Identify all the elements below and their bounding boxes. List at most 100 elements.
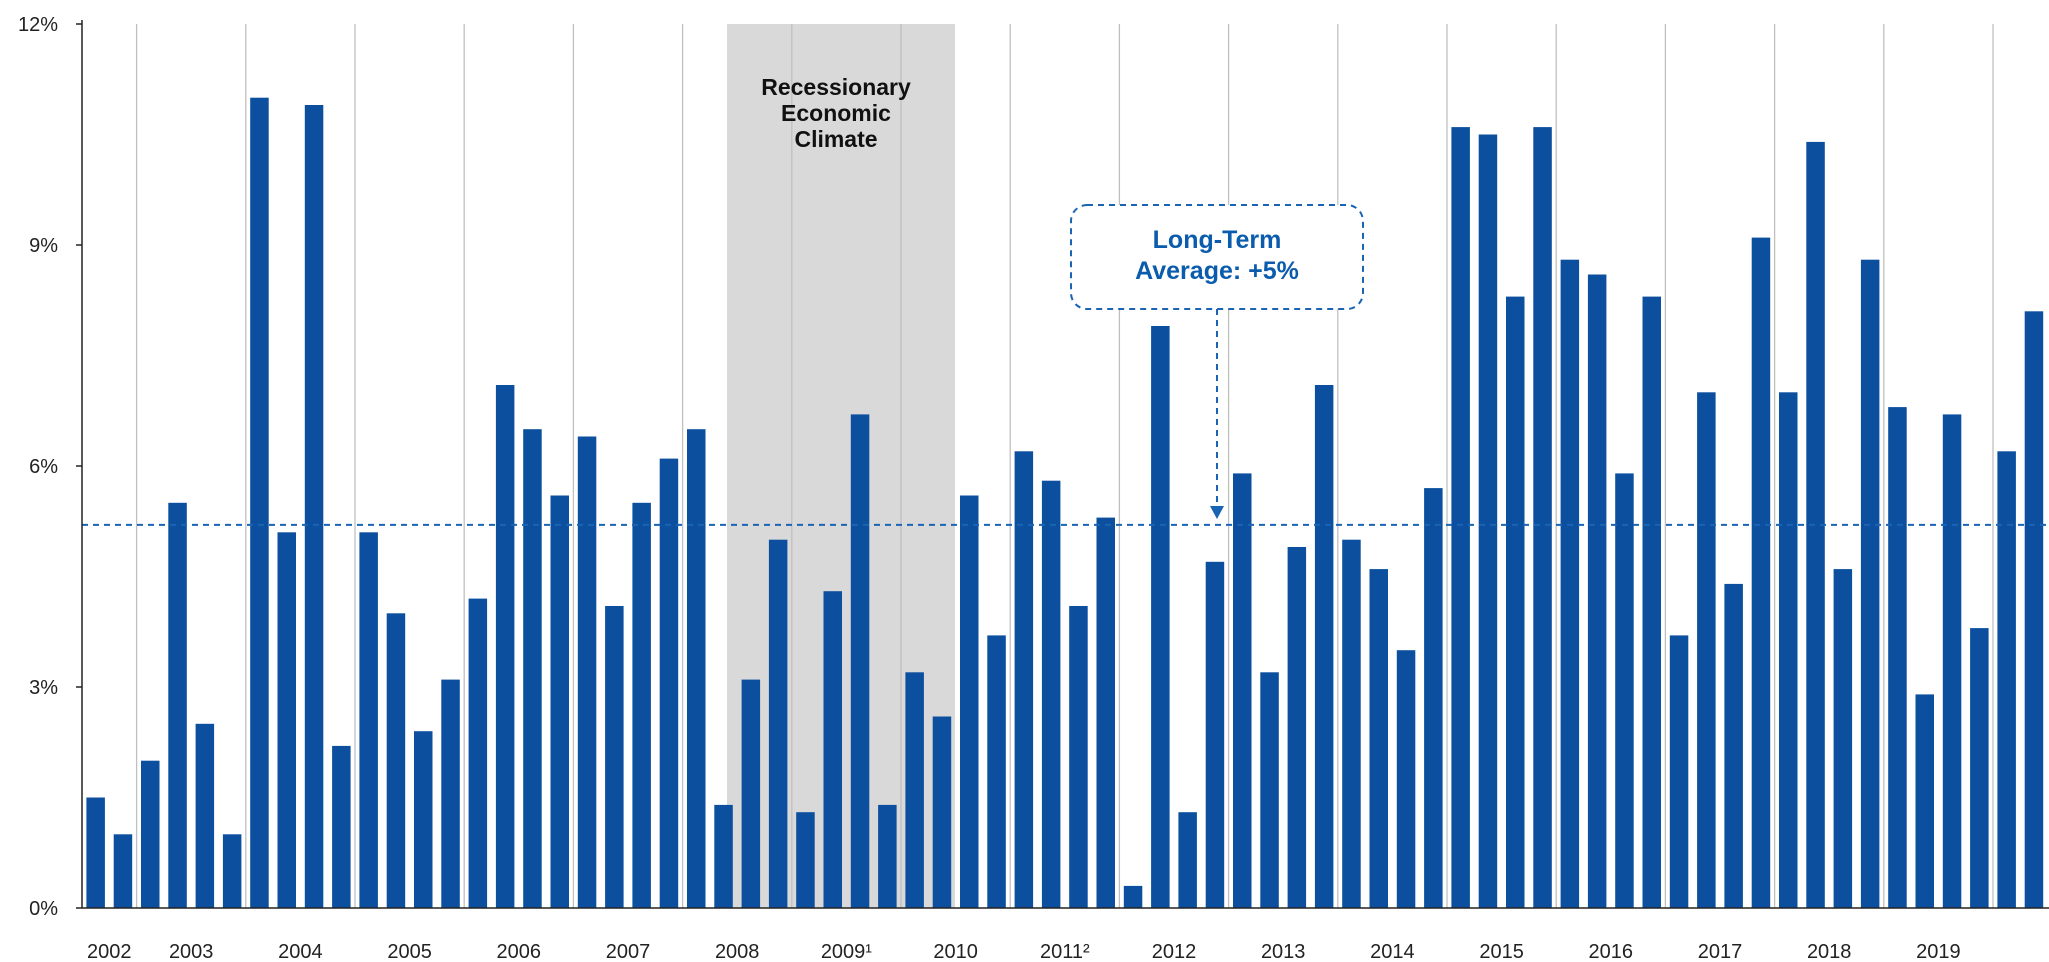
bar [1833, 569, 1853, 908]
bar [1424, 488, 1443, 908]
recession-label-line-1: Recessionary [761, 74, 911, 100]
bar [1860, 259, 1880, 908]
x-tick-label: 2012 [1152, 941, 1197, 962]
bar [714, 804, 733, 908]
bar [468, 598, 488, 908]
bar [1942, 414, 1962, 908]
bar [960, 495, 979, 908]
bar [1587, 274, 1607, 908]
axis-labels: 0% 3% 6% 9% 12% 2002 2003 2004 2005 2006 2007 2008 2… [18, 14, 1961, 962]
x-tick-label: 2002 [87, 941, 132, 962]
bar [1697, 392, 1716, 908]
y-tick-label: 0% [29, 898, 58, 920]
bar [250, 97, 269, 908]
bar [195, 723, 215, 908]
bar [1806, 141, 1825, 908]
bar-series [86, 97, 2044, 909]
bar [1915, 694, 1934, 908]
bar [1069, 606, 1088, 908]
bar [1970, 628, 1989, 908]
bar [141, 760, 160, 908]
x-tick-label: 2016 [1589, 941, 1634, 962]
x-tick-label: 2003 [169, 941, 214, 962]
x-tick-label: 2004 [278, 941, 323, 962]
x-tick-label: 2017 [1698, 941, 1743, 962]
bar [222, 834, 242, 908]
bar [659, 458, 679, 908]
average-label-line-1: Long-Term [1153, 226, 1282, 254]
bar [1014, 451, 1034, 908]
axes [76, 20, 2049, 909]
x-tick-label: 2019 [1916, 941, 1961, 962]
bar [1178, 812, 1197, 908]
bar [741, 679, 761, 908]
bar [1724, 583, 1743, 908]
bar [1205, 561, 1225, 908]
x-tick-label: 2018 [1807, 941, 1852, 962]
bar [632, 502, 651, 908]
bar [1478, 134, 1498, 908]
bar [441, 679, 460, 908]
bar [359, 532, 378, 908]
bar [168, 502, 187, 908]
bar [1233, 473, 1252, 908]
bar [987, 635, 1006, 908]
year-gridlines [135, 24, 1994, 908]
bar [905, 672, 924, 908]
x-tick-label: 2011² [1040, 941, 1090, 962]
bar [86, 797, 105, 908]
bar [1151, 326, 1170, 908]
y-tick-label: 9% [29, 235, 58, 257]
x-tick-label: 2014 [1370, 941, 1415, 962]
bar [1888, 407, 1907, 908]
bar [1041, 480, 1061, 908]
bar [1533, 127, 1552, 909]
bar [1751, 237, 1771, 909]
bar [1997, 451, 2016, 908]
bar [304, 105, 324, 908]
average-annotation: Long-Term Average: +5% [1070, 204, 1364, 519]
bar [386, 613, 406, 908]
bar [332, 745, 351, 908]
bar [878, 804, 897, 908]
bar [277, 532, 296, 908]
bar [1779, 392, 1798, 908]
x-tick-label: 2005 [387, 941, 432, 962]
bar [1314, 385, 1334, 908]
bar [850, 414, 870, 908]
bar [2024, 311, 2044, 908]
bar [823, 591, 842, 908]
bar [495, 385, 515, 908]
bar [1642, 296, 1661, 909]
y-tick-label: 3% [29, 677, 58, 699]
bar [1342, 539, 1361, 908]
x-tick-label: 2013 [1261, 941, 1306, 962]
bar [1615, 473, 1634, 908]
bar [523, 429, 542, 908]
x-tick-label: 2010 [933, 941, 978, 962]
recession-label-line-2: Economic [781, 100, 891, 126]
bar [796, 812, 815, 908]
x-tick-label: 2006 [497, 941, 542, 962]
bar [577, 436, 597, 908]
bar [1451, 127, 1470, 909]
bar [1669, 635, 1689, 908]
bar [932, 716, 952, 908]
bar [1096, 517, 1115, 908]
y-tick-label: 6% [29, 456, 58, 478]
x-tick-label: 2015 [1479, 941, 1524, 962]
bar [1369, 569, 1388, 908]
x-tick-label: 2008 [715, 941, 760, 962]
recession-annotation: Recessionary Economic Climate [761, 74, 911, 152]
average-callout-arrow-head [1210, 506, 1224, 519]
bar [1560, 259, 1580, 908]
bar [113, 834, 133, 908]
average-label-line-2: Average: +5% [1135, 257, 1299, 285]
recession-label-line-3: Climate [794, 126, 877, 152]
bar [1287, 547, 1307, 908]
bar [414, 731, 433, 908]
bar [1123, 885, 1143, 908]
bar [687, 429, 706, 908]
x-tick-label: 2007 [606, 941, 651, 962]
